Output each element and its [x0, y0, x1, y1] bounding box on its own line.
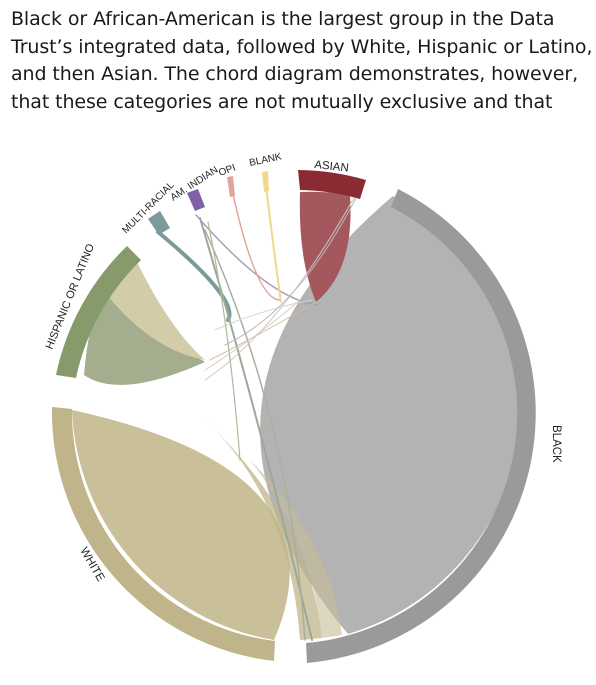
chord-white-black [205, 420, 322, 640]
chord-hispanic-hispanic [84, 287, 205, 385]
chord-hispanic-opi [204, 299, 301, 371]
intro-line-2: Trust’s integrated data, followed by Whi… [11, 35, 593, 58]
chord-hispanic-white [103, 258, 205, 360]
chord-white-white [72, 410, 290, 640]
intro-line-3: and then Asian. The chord diagram demons… [11, 63, 579, 85]
label-opi: OPI [217, 163, 237, 179]
chord-misc-2 [224, 189, 361, 346]
chord-opi-blank [229, 179, 281, 301]
chord-blank [264, 177, 282, 303]
chord-multiracial-hispanic [156, 230, 232, 322]
arc-asian[interactable] [298, 170, 366, 199]
arc-multi-racial[interactable] [148, 211, 170, 235]
intro-paragraph: Black or African-American is the largest… [11, 6, 593, 116]
arc-black[interactable] [306, 189, 536, 663]
label-black: BLACK [550, 425, 562, 463]
intro-line-4: that these categories are not mutually e… [11, 90, 553, 113]
arc-opi[interactable] [227, 176, 235, 197]
chord-hispanic-black [204, 195, 356, 381]
chord-multiracial-black [199, 217, 313, 641]
chord-white-thread [204, 229, 306, 641]
label-blank: BLANK [248, 151, 283, 169]
label-asian: ASIAN [314, 159, 350, 175]
arc-am-indian[interactable] [187, 189, 205, 211]
intro-line-1: Black or African-American is the largest… [11, 8, 555, 30]
chord-misc-1 [214, 299, 313, 331]
chord-asian-asian [299, 191, 351, 302]
chord-amindian-asian [195, 214, 319, 306]
thin-chords [156, 177, 361, 641]
chord-white-black-2 [250, 460, 342, 638]
chord-black-black [260, 196, 522, 634]
arc-white[interactable] [51, 407, 275, 661]
arc-hispanic[interactable] [56, 246, 141, 378]
arc-blank[interactable] [262, 171, 269, 192]
chord-misc-3 [207, 221, 241, 461]
